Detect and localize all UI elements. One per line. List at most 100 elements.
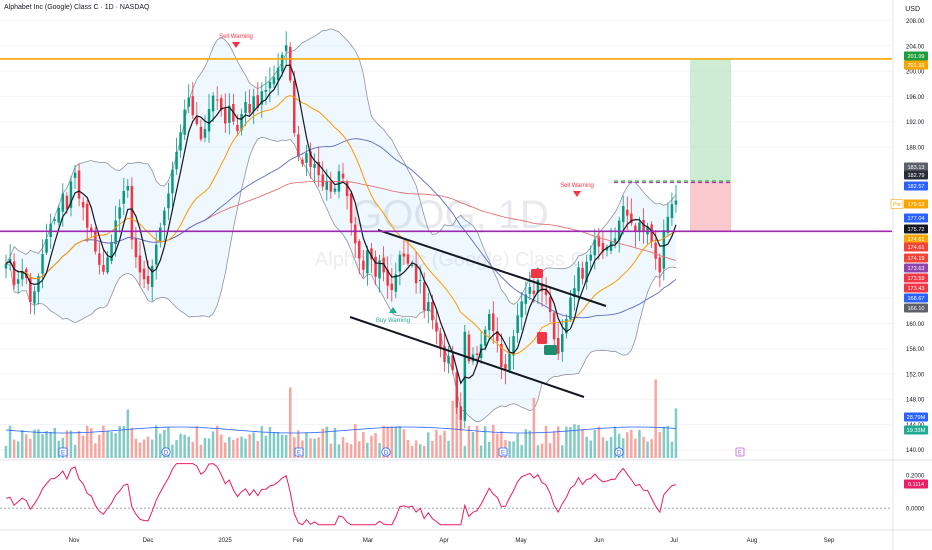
candle-body[interactable] [516, 315, 519, 334]
candle-body[interactable] [552, 312, 556, 340]
candle-body[interactable] [309, 151, 312, 167]
osc-tick[interactable]: 0.0000 [906, 507, 925, 513]
candle-body[interactable] [305, 153, 308, 163]
candle-body[interactable] [276, 67, 280, 81]
candle-body[interactable] [512, 336, 515, 356]
candle-body[interactable] [86, 203, 89, 228]
candle-body[interactable] [427, 302, 430, 312]
candle-body[interactable] [613, 238, 617, 244]
price-tick[interactable]: 208.00 [906, 19, 925, 25]
time-tick[interactable]: Jul [670, 538, 678, 544]
candle-body[interactable] [175, 151, 178, 170]
candle-body[interactable] [447, 356, 450, 364]
candle-body[interactable] [451, 355, 454, 371]
candle-body[interactable] [345, 181, 349, 197]
candle-body[interactable] [220, 98, 223, 111]
candle-body[interactable] [211, 95, 215, 112]
time-tick[interactable]: Dec [143, 538, 154, 544]
candle-body[interactable] [264, 90, 268, 92]
dividend-marker-icon[interactable] [161, 447, 171, 457]
candle-body[interactable] [81, 201, 85, 208]
candle-body[interactable] [349, 193, 353, 224]
time-tick[interactable]: Nov [69, 538, 80, 544]
candle-body[interactable] [366, 250, 369, 274]
earnings-marker-icon[interactable] [58, 447, 68, 457]
time-tick[interactable]: May [515, 538, 526, 544]
candle-body[interactable] [21, 271, 24, 280]
candle-body[interactable] [293, 80, 296, 133]
candle-body[interactable] [90, 227, 93, 233]
price-tick[interactable]: 160.00 [906, 322, 925, 328]
price-tick[interactable]: 200.00 [906, 70, 925, 76]
candle-body[interactable] [374, 256, 377, 277]
candle-body[interactable] [488, 314, 491, 331]
candle-body[interactable] [370, 248, 373, 260]
candle-body[interactable] [224, 108, 227, 124]
candle-body[interactable] [463, 331, 467, 421]
candle-body[interactable] [532, 290, 536, 294]
candle-body[interactable] [199, 126, 203, 140]
candle-body[interactable] [195, 116, 199, 125]
candle-body[interactable] [455, 372, 459, 408]
candle-body[interactable] [280, 54, 284, 72]
time-tick[interactable]: Apr [439, 538, 448, 544]
event-marker-label[interactable]: E [61, 450, 65, 456]
candle-body[interactable] [561, 334, 564, 352]
candle-body[interactable] [114, 220, 117, 245]
candle-body[interactable] [471, 354, 475, 362]
candle-body[interactable] [179, 132, 182, 151]
time-tick[interactable]: Feb [293, 538, 304, 544]
candle-body[interactable] [638, 222, 641, 233]
candle-body[interactable] [321, 174, 325, 187]
candle-body[interactable] [504, 364, 507, 369]
candle-body[interactable] [106, 257, 109, 273]
candle-body[interactable] [317, 161, 320, 176]
candle-body[interactable] [410, 264, 414, 266]
candle-body[interactable] [544, 288, 548, 296]
candle-body[interactable] [248, 104, 251, 113]
candle-body[interactable] [459, 406, 463, 420]
candle-body[interactable] [565, 319, 568, 334]
candle-body[interactable] [73, 172, 77, 178]
price-tick[interactable]: 156.00 [906, 347, 925, 353]
candle-body[interactable] [483, 329, 487, 346]
time-tick[interactable]: Jun [594, 538, 604, 544]
candle-body[interactable] [414, 264, 418, 284]
time-axis[interactable]: Nov Dec 2025 Feb Mar Apr May Jun Jul Aug Sep [69, 538, 835, 544]
candle-body[interactable] [325, 180, 329, 190]
candle-body[interactable] [362, 260, 365, 270]
dividend-marker-icon[interactable] [381, 447, 391, 457]
candle-body[interactable] [142, 268, 146, 280]
candle-body[interactable] [16, 279, 20, 284]
candle-body[interactable] [496, 331, 499, 342]
candle-body[interactable] [268, 81, 272, 89]
candle-body[interactable] [94, 231, 97, 252]
candle-body[interactable] [329, 181, 333, 192]
price-tick[interactable]: 192.00 [906, 120, 925, 126]
candle-body[interactable] [252, 96, 255, 112]
candle-body[interactable] [674, 200, 678, 205]
time-tick[interactable]: 2025 [218, 538, 232, 544]
candle-body[interactable] [130, 186, 134, 240]
candle-body[interactable] [228, 105, 231, 123]
candle-body[interactable] [622, 206, 625, 223]
candle-body[interactable] [402, 253, 406, 257]
osc-tick[interactable]: 0.2000 [906, 474, 925, 480]
candle-body[interactable] [244, 102, 247, 114]
candle-body[interactable] [41, 254, 44, 274]
candle-body[interactable] [398, 254, 402, 272]
candle-body[interactable] [394, 274, 398, 292]
candle-body[interactable] [418, 280, 422, 281]
candle-body[interactable] [333, 188, 337, 192]
candle-body[interactable] [289, 46, 292, 81]
candle-body[interactable] [390, 283, 394, 291]
candle-body[interactable] [492, 313, 495, 331]
dividend-marker-icon[interactable] [614, 447, 624, 457]
candle-body[interactable] [102, 265, 105, 272]
price-tick[interactable]: 188.00 [906, 145, 925, 151]
price-tick[interactable]: 204.00 [906, 44, 925, 50]
candle-body[interactable] [601, 242, 605, 252]
candle-body[interactable] [670, 204, 674, 218]
candle-body[interactable] [49, 223, 52, 237]
